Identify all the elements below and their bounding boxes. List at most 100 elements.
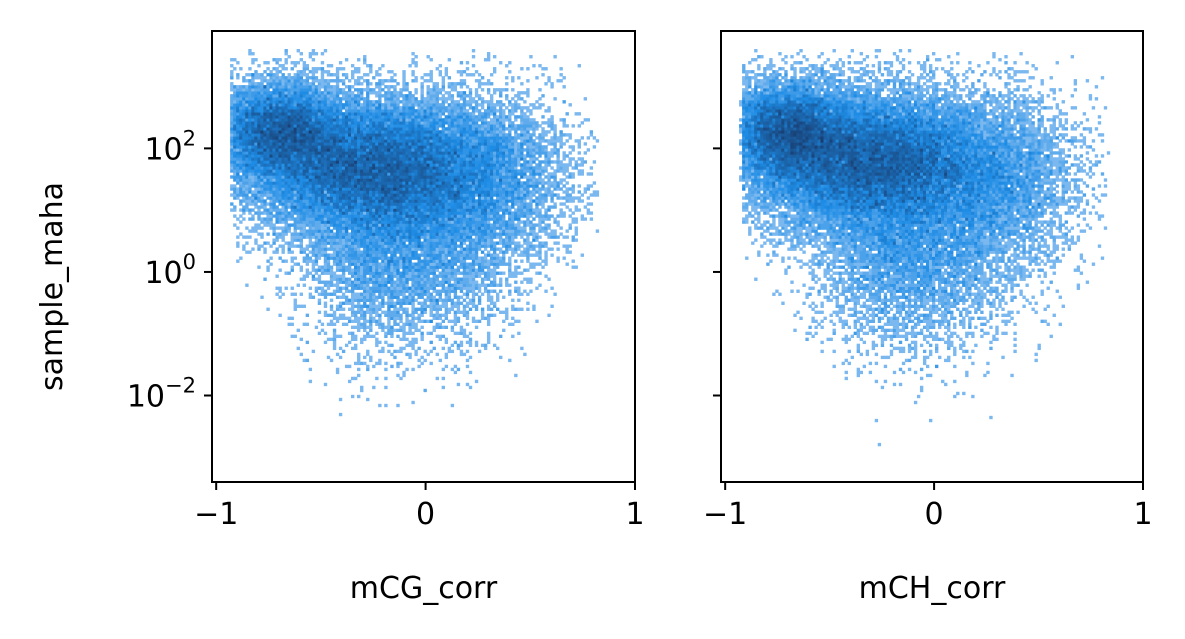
heatmap-cell [444, 298, 449, 302]
heatmap-cell [299, 217, 303, 221]
heatmap-cell [287, 211, 291, 215]
heatmap-cell [266, 307, 270, 311]
heatmap-cell [420, 229, 424, 233]
heatmap-cell [360, 193, 364, 197]
heatmap-cell [357, 277, 361, 281]
heatmap-cell [281, 160, 285, 164]
heatmap-cell [381, 184, 385, 188]
heatmap-cell [559, 160, 563, 164]
heatmap-cell [287, 166, 291, 170]
heatmap-cell [408, 343, 412, 348]
heatmap-cell [508, 181, 512, 185]
heatmap-cell [441, 235, 445, 239]
heatmap-cell [496, 247, 500, 251]
heatmap-cell [465, 157, 470, 161]
heatmap-cell [471, 274, 476, 278]
heatmap-cell [251, 181, 255, 185]
heatmap-cell [486, 199, 491, 203]
heatmap-cell [474, 178, 479, 182]
heatmap-cell [453, 169, 458, 173]
heatmap-cell [544, 217, 548, 221]
heatmap-cell [538, 187, 542, 191]
heatmap-cell [411, 331, 415, 336]
heatmap-cell [311, 274, 316, 278]
heatmap-cell [293, 175, 297, 179]
heatmap-cell [326, 268, 331, 272]
heatmap-cell [230, 157, 234, 161]
heatmap-cell [396, 259, 400, 263]
heatmap-cell [393, 199, 397, 203]
heatmap-cell [526, 217, 530, 221]
heatmap-cell [293, 334, 297, 339]
heatmap-cell [233, 184, 237, 188]
heatmap-cell [387, 238, 391, 242]
heatmap-cell [245, 154, 249, 158]
heatmap-cell [411, 187, 415, 191]
heatmap-cell [423, 244, 427, 248]
heatmap-cell [320, 187, 325, 191]
heatmap-cell [411, 298, 415, 302]
heatmap-cell [329, 208, 334, 212]
heatmap-cell [350, 295, 355, 299]
heatmap-cell [236, 235, 240, 239]
heatmap-cell [366, 205, 370, 209]
heatmap-cell [354, 265, 358, 269]
heatmap-cell [441, 289, 445, 293]
heatmap-cell [483, 214, 488, 218]
heatmap-cell [308, 166, 313, 170]
heatmap-cell [517, 202, 521, 206]
heatmap-cell [535, 169, 539, 173]
heatmap-cell [441, 178, 445, 182]
heatmap-cell [260, 184, 264, 188]
heatmap-cell [366, 289, 370, 293]
heatmap-cell [390, 298, 394, 302]
heatmap-cell [329, 253, 334, 257]
heatmap-cell [486, 295, 491, 299]
heatmap-cell [502, 181, 506, 185]
heatmap-cell [329, 307, 334, 311]
heatmap-cell [366, 208, 370, 212]
heatmap-cell [474, 202, 479, 206]
heatmap-cell [435, 262, 439, 266]
heatmap-cell [375, 283, 379, 287]
heatmap-cell [511, 202, 515, 206]
heatmap-cell [477, 190, 482, 194]
heatmap-cell [423, 184, 427, 188]
heatmap-cell [574, 220, 578, 224]
heatmap-cell [508, 244, 512, 248]
heatmap-cell [305, 166, 310, 170]
heatmap-cell [290, 154, 294, 158]
heatmap-cell [341, 277, 346, 281]
heatmap-cell [441, 265, 445, 269]
heatmap-cell [360, 340, 364, 345]
heatmap-cell [399, 190, 403, 194]
heatmap-cell [260, 217, 264, 221]
heatmap-cell [468, 160, 473, 164]
heatmap-cell [465, 274, 470, 278]
heatmap-cell [299, 268, 303, 272]
heatmap-cell [390, 157, 394, 161]
heatmap-cell [420, 295, 424, 299]
heatmap-cell [290, 151, 294, 155]
heatmap-cell [438, 241, 442, 245]
heatmap-cell [568, 160, 572, 164]
heatmap-cell [350, 307, 355, 311]
heatmap-cell [441, 190, 445, 194]
heatmap-cell [369, 157, 373, 161]
heatmap-cell [511, 334, 515, 339]
heatmap-cell [480, 166, 485, 170]
heatmap-cell [483, 190, 488, 194]
heatmap-cell [281, 202, 285, 206]
heatmap-cell [489, 280, 494, 284]
heatmap-cell [420, 205, 424, 209]
heatmap-cell [363, 199, 367, 203]
heatmap-cell [308, 271, 313, 275]
heatmap-cell [320, 184, 325, 188]
heatmap-cell [323, 184, 328, 188]
heatmap-cell [347, 226, 352, 230]
heatmap-cell [305, 202, 310, 206]
heatmap-cell [502, 262, 506, 266]
heatmap-cell [541, 202, 545, 206]
heatmap-cell [375, 172, 379, 176]
heatmap-cell [489, 262, 494, 266]
